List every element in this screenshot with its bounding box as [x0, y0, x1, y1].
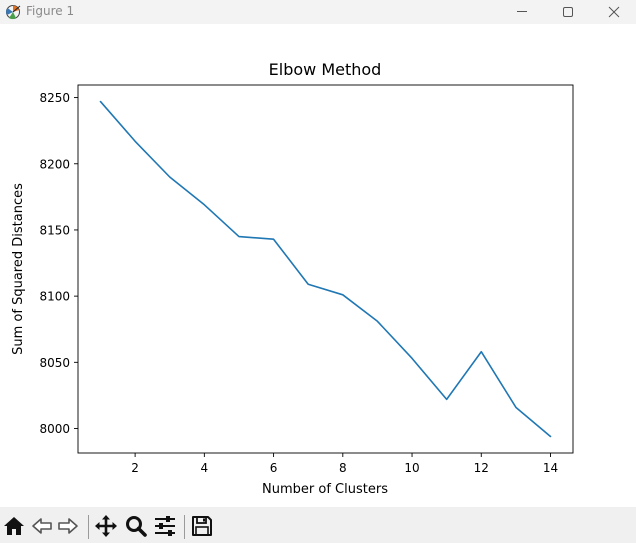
x-tick-label: 10: [404, 461, 419, 475]
maximize-icon: [563, 7, 573, 17]
back-button[interactable]: [30, 514, 56, 540]
toolbar-separator: [184, 515, 185, 539]
save-button[interactable]: [190, 514, 216, 540]
y-tick-label: 8250: [39, 91, 70, 105]
axis-ticks: 2 4 6 8 10 12 14 8000 8050 8100 8150 8200 8250: [39, 91, 558, 475]
y-tick-label: 8100: [39, 290, 70, 304]
chart-title: Elbow Method: [269, 60, 382, 79]
configure-subplots-button[interactable]: [153, 514, 179, 540]
home-button[interactable]: [2, 514, 28, 540]
x-axis-label: Number of Clusters: [262, 482, 388, 497]
zoom-magnifier-icon: [126, 516, 147, 537]
configure-subplots-icon: [155, 516, 175, 536]
toolbar-separator: [88, 515, 89, 539]
figure-canvas[interactable]: Elbow Method 2 4 6 8 10 12 14 8000 8050 8100 8150 8…: [0, 24, 636, 507]
x-tick-label: 4: [201, 461, 209, 475]
back-arrow-icon: [32, 518, 52, 534]
close-button[interactable]: [591, 0, 636, 24]
plot-axes-frame: [77, 84, 574, 454]
zoom-button[interactable]: [124, 514, 150, 540]
x-tick-label: 8: [339, 461, 347, 475]
pan-move-icon: [95, 515, 117, 537]
elbow-chart: Elbow Method 2 4 6 8 10 12 14 8000 8050 8100 8150 8…: [11, 60, 574, 497]
x-tick-label: 14: [543, 461, 558, 475]
window-title: Figure 1: [26, 4, 75, 18]
data-points: [100, 101, 551, 437]
x-tick-label: 2: [131, 461, 139, 475]
y-tick-label: 8200: [39, 157, 70, 171]
pan-button[interactable]: [94, 514, 120, 540]
y-tick-label: 8150: [39, 223, 70, 237]
save-figure-icon: [192, 516, 212, 536]
window-titlebar: Figure 1: [0, 0, 636, 24]
navigation-toolbar: [0, 507, 636, 543]
minimize-icon: [517, 11, 527, 12]
minimize-button[interactable]: [499, 0, 545, 24]
y-axis-label: Sum of Squared Distances: [11, 183, 26, 355]
x-tick-label: 6: [270, 461, 278, 475]
maximize-button[interactable]: [545, 0, 591, 24]
y-tick-label: 8050: [39, 356, 70, 370]
forward-arrow-icon: [58, 518, 78, 534]
home-icon: [4, 517, 24, 535]
close-icon: [608, 6, 620, 18]
series-line: [99, 100, 552, 438]
x-tick-label: 12: [474, 461, 489, 475]
matplotlib-figure-icon: [6, 5, 21, 20]
y-tick-label: 8000: [39, 422, 70, 436]
forward-button[interactable]: [56, 514, 82, 540]
